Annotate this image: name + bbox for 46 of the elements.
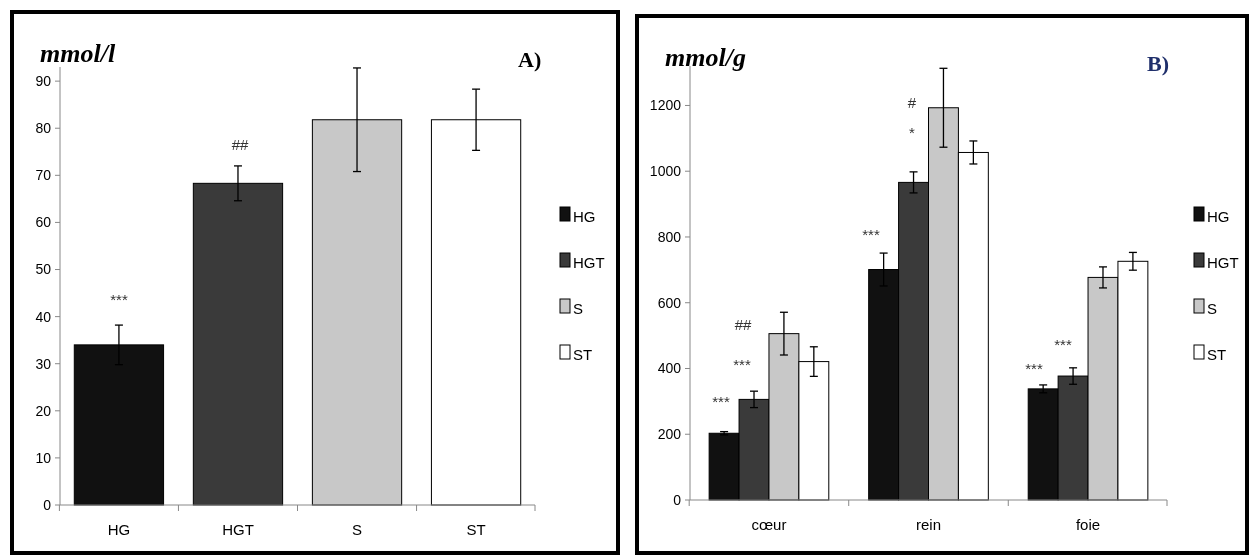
annotation: *** [110,291,128,308]
x-tick-label: foie [1075,516,1101,533]
annotation: *** [1025,360,1043,377]
annotation: ## [734,316,752,333]
legend-label: ST [1207,345,1227,363]
legend-label: HGT [573,253,605,271]
y-tick-label: 60 [35,214,52,231]
y-tick-label: 400 [657,360,682,377]
legend-label: HGT [1207,253,1239,271]
x-tick-label: rein [915,516,942,533]
y-axis-title: mmol/g [665,43,746,72]
y-tick-label: 0 [43,496,52,513]
y-tick-label: 50 [35,261,52,278]
legend-label: S [1207,299,1218,317]
y-tick-label: 600 [657,294,682,311]
y-tick-label: 10 [35,449,52,466]
chart-title: A) [518,47,542,72]
annotation: *** [733,356,751,373]
y-tick-label: 1200 [649,97,682,114]
legend-label: HG [573,207,596,225]
annotation: *** [862,226,880,243]
x-tick-label: HG [107,521,131,538]
y-tick-label: 90 [35,73,52,90]
y-tick-label: 1000 [649,163,682,180]
annotation: * [909,124,916,141]
y-tick-label: 80 [35,120,52,137]
y-tick-label: 0 [673,491,682,508]
annotation: *** [712,393,730,410]
y-tick-label: 40 [35,308,52,325]
x-tick-label: HGT [222,521,254,538]
y-tick-label: 20 [35,402,52,419]
annotation: ## [231,136,249,153]
chart-title: B) [1147,51,1169,76]
legend-label: ST [573,345,593,363]
y-axis-title: mmol/l [40,39,116,68]
legend-label: HG [1207,207,1230,225]
x-tick-label: S [352,521,363,538]
y-tick-label: 30 [35,355,52,372]
x-tick-label: cœur [751,516,787,533]
x-tick-label: ST [466,521,486,538]
y-tick-label: 70 [35,167,52,184]
y-tick-label: 800 [657,228,682,245]
y-tick-label: 200 [657,426,682,443]
legend-label: S [573,299,584,317]
annotation: # [907,94,917,111]
annotation: *** [1054,336,1072,353]
